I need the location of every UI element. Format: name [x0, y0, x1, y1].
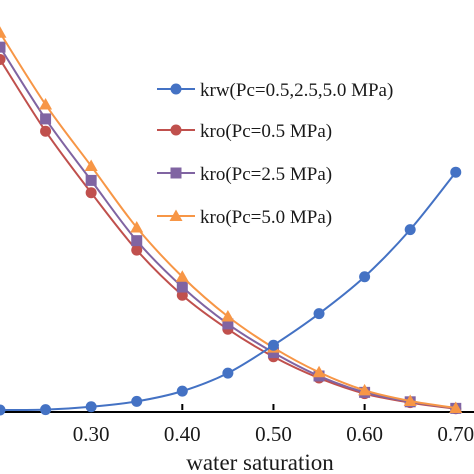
data-point: [40, 404, 52, 416]
data-point: [0, 26, 7, 38]
data-point: [131, 235, 143, 247]
legend: krw(Pc=0.5,2.5,5.0 MPa) kro(Pc=0.5 MPa) kr…: [157, 80, 393, 228]
data-point: [85, 401, 97, 413]
data-point: [403, 394, 417, 406]
data-point: [0, 41, 6, 53]
legend-marker: [170, 167, 182, 179]
x-axis-title: water saturation: [186, 450, 334, 474]
data-point: [221, 310, 235, 322]
data-point: [450, 166, 462, 178]
x-tick-label: 0.70: [437, 422, 474, 446]
data-point: [39, 98, 53, 110]
data-point: [313, 308, 325, 320]
data-point: [85, 187, 97, 199]
series-3: [0, 26, 463, 413]
legend-marker: [170, 83, 182, 95]
data-point: [358, 383, 372, 396]
series-line: [0, 32, 456, 409]
legend-item: krw(Pc=0.5,2.5,5.0 MPa): [157, 80, 393, 101]
legend-label: kro(Pc=0.5 MPa): [200, 121, 332, 142]
x-tick-label: 0.60: [346, 422, 383, 446]
data-point: [267, 339, 279, 351]
data-point: [404, 224, 416, 236]
data-point: [130, 221, 144, 233]
x-tick-label: 0.50: [255, 422, 292, 446]
data-point: [222, 318, 234, 330]
data-point: [175, 270, 189, 282]
series-layer: [0, 26, 463, 416]
data-point: [131, 395, 143, 407]
legend-item: kro(Pc=0.5 MPa): [157, 121, 332, 142]
data-point: [40, 113, 52, 125]
legend-marker: [170, 124, 182, 136]
legend-label: krw(Pc=0.5,2.5,5.0 MPa): [200, 80, 393, 101]
series-line: [0, 46, 456, 410]
data-point: [40, 125, 52, 137]
legend-item: kro(Pc=2.5 MPa): [157, 164, 332, 185]
x-tick-label: 0.30: [73, 422, 110, 446]
x-axis-ticks: 0.30 0.40 0.50 0.60 0.70: [73, 404, 474, 446]
series-0: [0, 166, 462, 416]
series-1: [0, 53, 462, 415]
data-point: [0, 404, 6, 416]
data-point: [176, 385, 188, 397]
data-point: [359, 271, 371, 283]
data-point: [0, 53, 6, 65]
data-point: [85, 174, 97, 186]
data-point: [176, 281, 188, 293]
data-point: [131, 244, 143, 256]
series-line: [0, 58, 456, 410]
plot-frame: [0, 411, 474, 413]
legend-marker: [169, 209, 183, 221]
legend-label: kro(Pc=2.5 MPa): [200, 164, 332, 185]
data-point: [84, 159, 98, 172]
data-point: [449, 401, 463, 413]
legend-label: kro(Pc=5.0 MPa): [200, 207, 332, 228]
x-tick-label: 0.40: [164, 422, 201, 446]
data-point: [222, 367, 234, 379]
data-point: [312, 365, 326, 378]
legend-item: kro(Pc=5.0 MPa): [157, 207, 332, 228]
